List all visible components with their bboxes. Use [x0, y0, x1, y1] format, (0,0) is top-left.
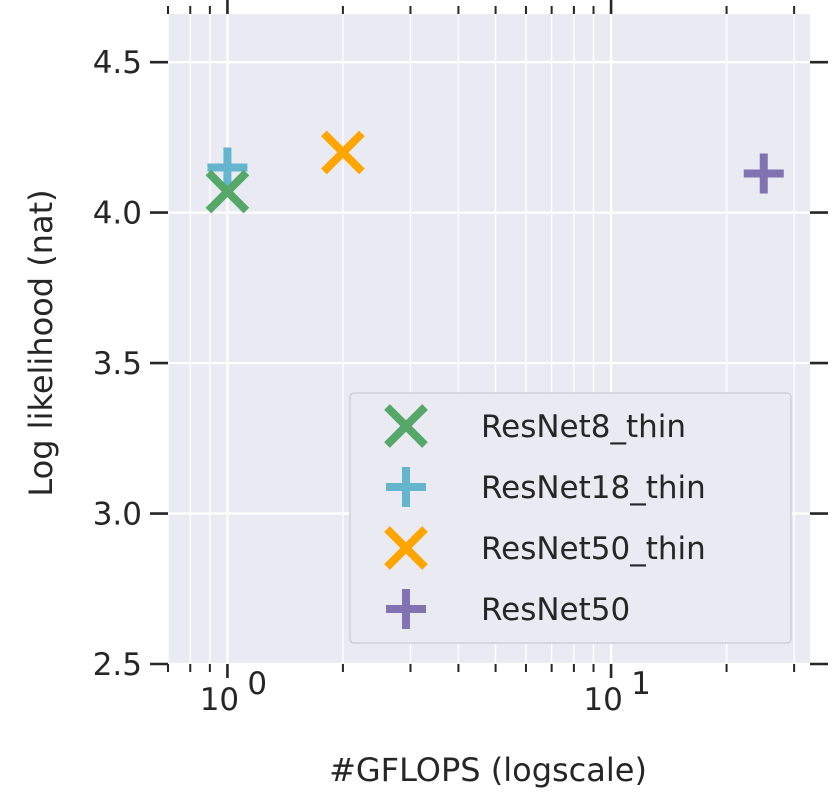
y-tick-label: 4.5	[93, 45, 142, 81]
y-tick-label: 3.0	[93, 497, 142, 533]
x-tick-label-base: 10	[583, 682, 622, 718]
data-point-resnet18-thin	[207, 147, 248, 188]
tick-labels: 2.53.03.54.04.510 0 10 1	[93, 45, 651, 718]
y-tick-label: 3.5	[93, 346, 142, 382]
legend-marker-resnet50-thin	[384, 526, 428, 570]
legend: ResNet8_thin ResNet18_thin ResNet50_thin Re…	[349, 392, 792, 644]
data-point-resnet50-thin	[321, 130, 365, 175]
legend-box	[349, 392, 792, 644]
legend-marker-resnet18-thin	[386, 467, 426, 507]
legend-label: ResNet18_thin	[481, 470, 706, 506]
x-tick-label-base: 10	[200, 682, 239, 718]
legend-marker-resnet8-thin	[384, 404, 428, 448]
marker-stroke	[384, 526, 428, 570]
x-tick-label: 10 0	[200, 666, 267, 718]
y-tick-label: 4.0	[93, 196, 142, 232]
data-points	[205, 130, 784, 214]
x-axis-label: #GFLOPS (logscale)	[329, 751, 647, 789]
axis-ticks	[150, 0, 828, 678]
x-tick-label: 10 1	[583, 666, 650, 718]
legend-label: ResNet8_thin	[481, 409, 686, 445]
data-point-resnet8-thin	[205, 169, 250, 214]
x-tick-label-exponent: 1	[631, 666, 651, 702]
x-tick-label-exponent: 0	[247, 666, 267, 702]
marker-stroke	[384, 404, 428, 448]
legend-marker-resnet50	[386, 589, 426, 629]
data-point-resnet50	[743, 153, 784, 194]
y-tick-label: 2.5	[93, 647, 142, 683]
y-axis-label: Log likelihood (nat)	[22, 189, 60, 496]
legend-label: ResNet50_thin	[481, 531, 706, 567]
marker-stroke	[205, 169, 250, 214]
marker-stroke	[321, 130, 365, 175]
legend-label: ResNet50	[481, 592, 630, 628]
